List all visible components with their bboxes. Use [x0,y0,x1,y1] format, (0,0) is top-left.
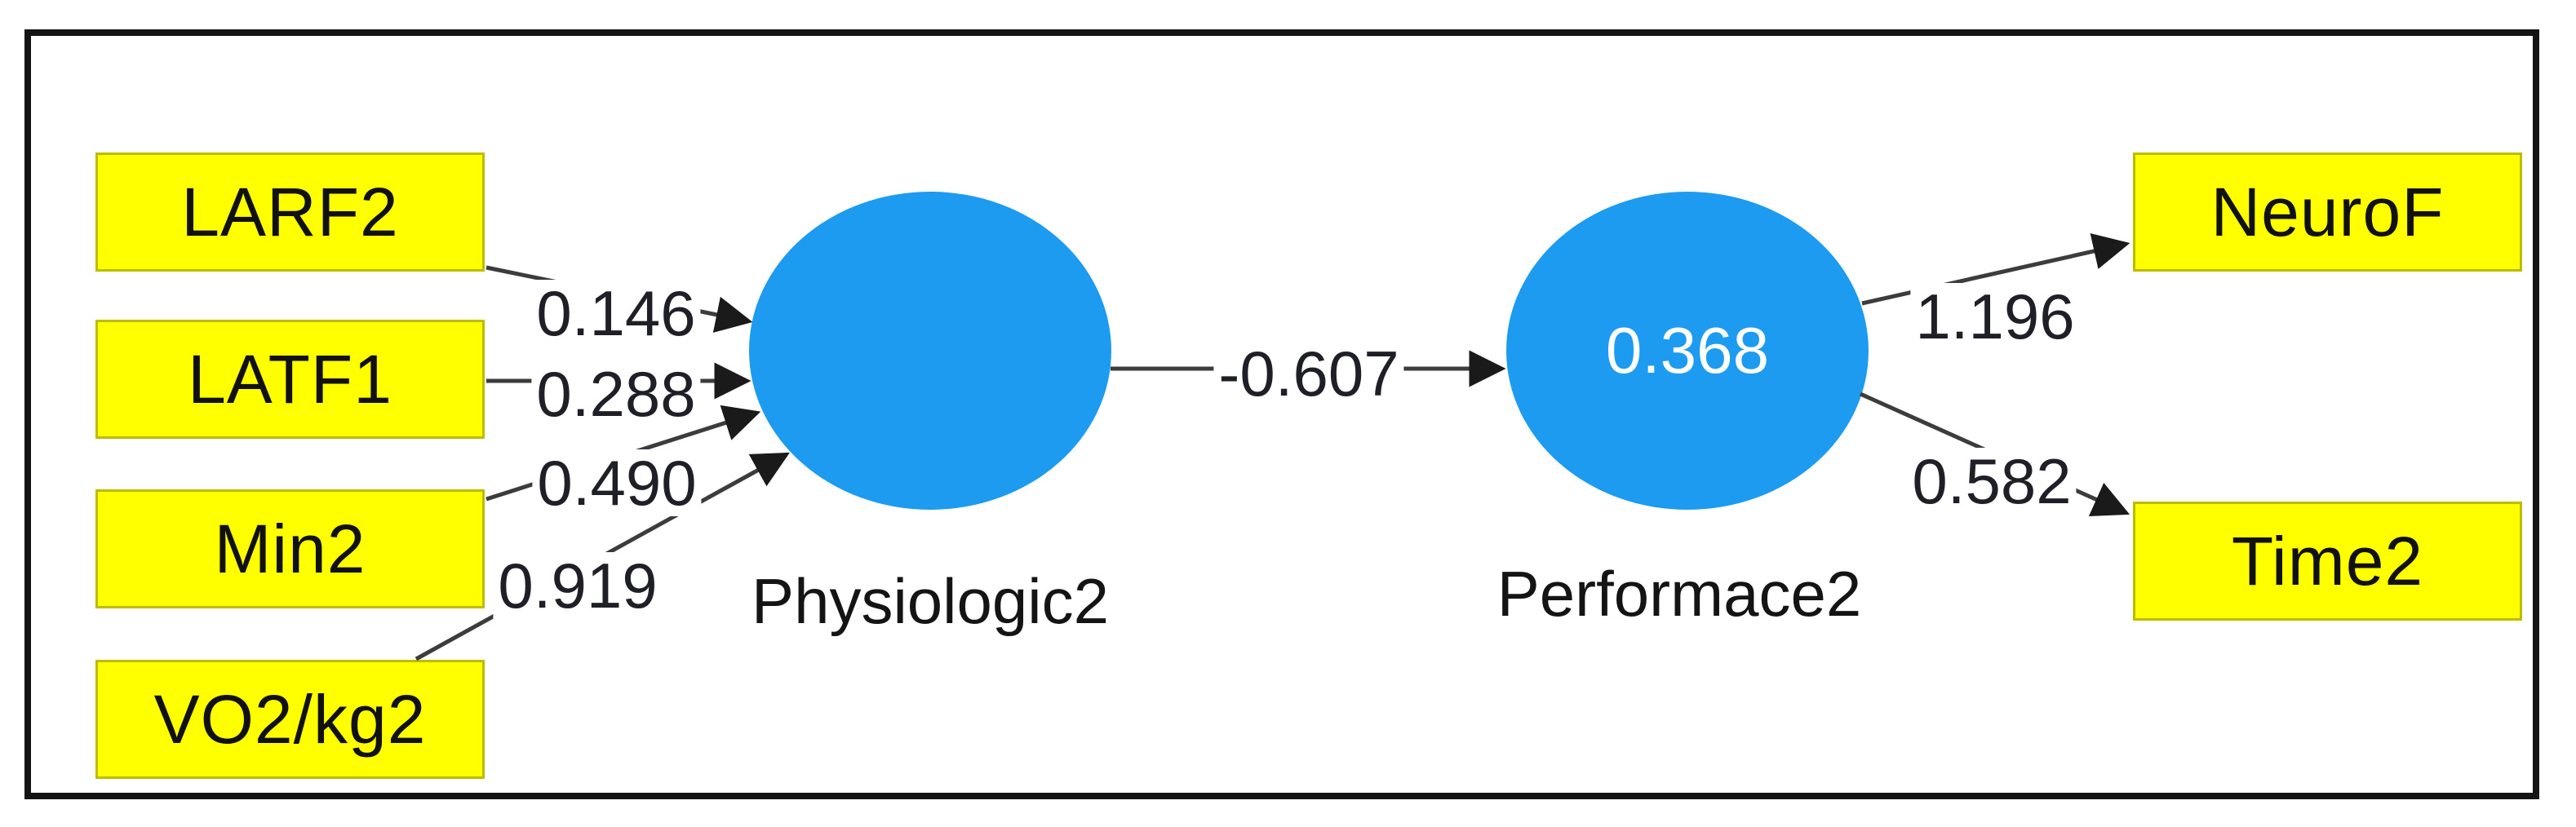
indicator-label: Min2 [214,511,366,587]
indicator-box-time2: Time2 [2133,502,2522,621]
indicator-label: VO2/kg2 [153,681,427,758]
indicator-label: Time2 [2231,523,2424,599]
latent-label-physiologic2: Physiologic2 [752,565,1109,637]
loading-larf2: 0.146 [531,280,701,347]
indicator-box-vo2kg2: VO2/kg2 [95,660,485,779]
indicator-box-min2: Min2 [95,489,485,608]
r-squared-value: 0.368 [1605,314,1770,387]
latent-label-performace2: Performace2 [1496,558,1862,630]
indicator-box-neurof: NeuroF [2133,153,2522,272]
indicator-label: LARF2 [181,174,399,250]
loading-min2: 0.490 [532,449,702,516]
latent-circle-performace2: 0.368 [1506,192,1869,510]
indicator-box-larf2: LARF2 [95,153,485,272]
structural-path-coefficient: -0.607 [1213,340,1404,407]
loading-time2: 0.582 [1907,448,2077,515]
indicator-label: NeuroF [2210,174,2445,250]
indicator-label: LATF1 [188,341,392,418]
latent-circle-physiologic2 [749,192,1111,510]
loading-vo2kg2: 0.919 [493,552,663,619]
loading-neurof: 1.196 [1910,283,2080,350]
loading-latf1: 0.288 [531,360,701,427]
indicator-box-latf1: LATF1 [95,320,485,439]
